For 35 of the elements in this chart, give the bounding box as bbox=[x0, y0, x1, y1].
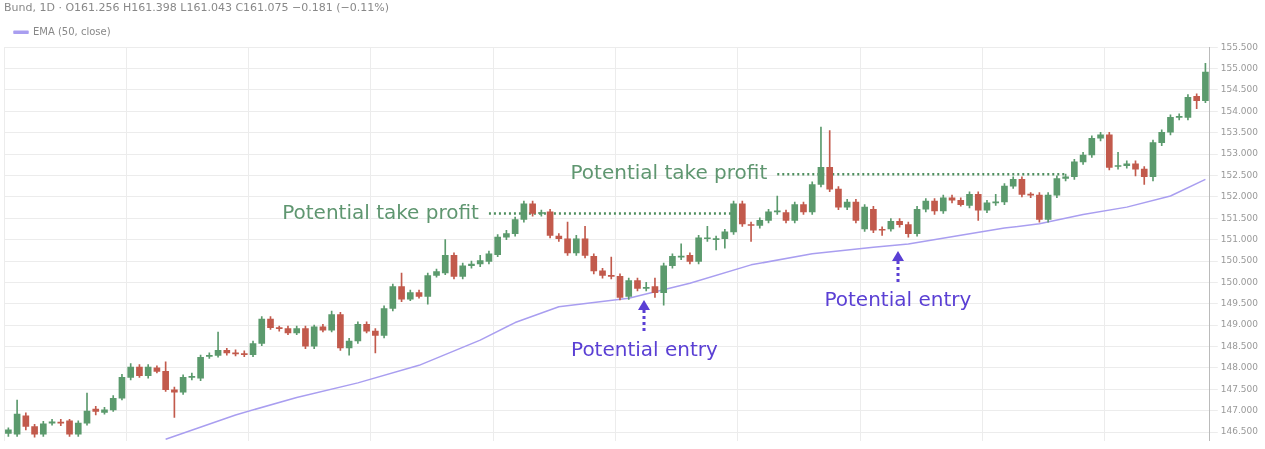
y-tick-label: 149.000 bbox=[1220, 319, 1259, 330]
y-tick-label: 148.000 bbox=[1220, 362, 1259, 373]
annotation: Potential entry bbox=[571, 336, 719, 361]
y-tick-label: 148.500 bbox=[1220, 340, 1259, 351]
y-tick-label: 154.000 bbox=[1220, 105, 1259, 116]
y-tick-label: 149.500 bbox=[1220, 298, 1259, 309]
y-tick-label: 154.500 bbox=[1220, 84, 1259, 95]
candlestick bbox=[712, 235, 720, 251]
candlestick bbox=[878, 226, 886, 236]
y-tick-label: 152.000 bbox=[1220, 191, 1259, 202]
candlestick bbox=[48, 418, 56, 426]
y-tick-label: 155.500 bbox=[1220, 41, 1259, 52]
candlestick bbox=[1114, 152, 1122, 170]
y-tick-label: 147.000 bbox=[1220, 405, 1259, 416]
candlestick bbox=[642, 282, 650, 292]
annotation: Potential entry bbox=[824, 287, 972, 312]
chart-title: Bund, 1D · O161.256 H161.398 L161.043 C161.075 −0.181 (−0.11%) bbox=[4, 1, 390, 15]
y-tick-label: 155.000 bbox=[1220, 62, 1259, 73]
y-tick-label: 152.500 bbox=[1220, 169, 1259, 180]
y-tick-label: 151.500 bbox=[1220, 212, 1259, 223]
y-tick-label: 153.000 bbox=[1220, 148, 1259, 159]
legend-label: EMA (50, close) bbox=[33, 25, 111, 37]
y-tick-label: 150.500 bbox=[1220, 255, 1259, 266]
y-tick-label: 147.500 bbox=[1220, 383, 1259, 394]
candlestick bbox=[240, 350, 248, 358]
annotation: Potential take profit bbox=[282, 199, 480, 224]
candlestick bbox=[773, 195, 781, 215]
candlestick bbox=[607, 256, 615, 280]
y-tick-label: 150.000 bbox=[1220, 276, 1259, 287]
annotation: Potential take profit bbox=[570, 160, 768, 185]
y-tick-label: 146.500 bbox=[1220, 426, 1259, 437]
candlestick bbox=[747, 221, 755, 242]
y-tick-label: 153.500 bbox=[1220, 127, 1259, 138]
candlestick bbox=[214, 331, 222, 358]
y-tick-label: 151.000 bbox=[1220, 233, 1259, 244]
